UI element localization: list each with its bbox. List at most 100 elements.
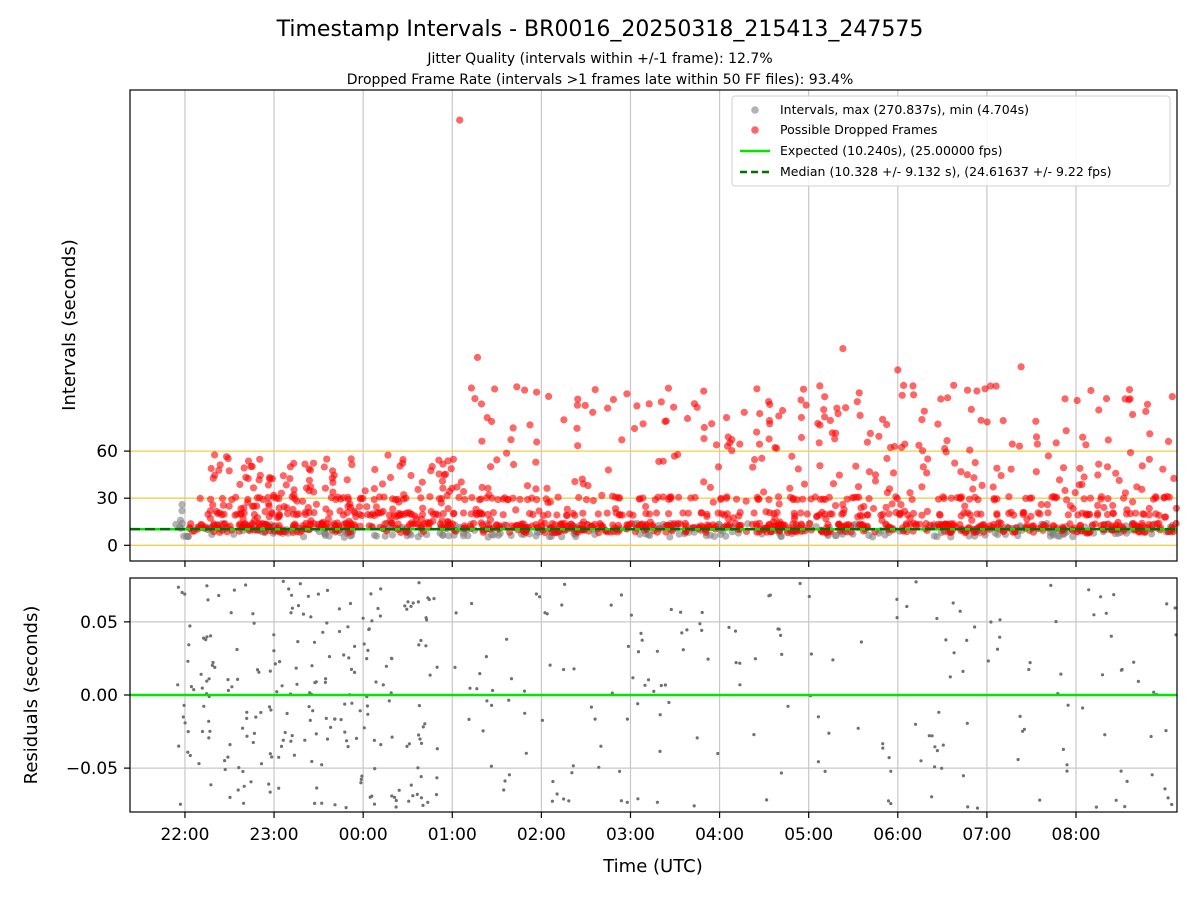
residual-point xyxy=(205,679,209,683)
residual-point xyxy=(658,713,662,717)
residual-point xyxy=(1132,660,1136,664)
dropped-frame-point xyxy=(207,464,215,473)
dropped-frame-point xyxy=(889,469,898,477)
dropped-frame-point xyxy=(1097,521,1105,530)
dropped-frame-point xyxy=(320,463,328,471)
dropped-frame-point xyxy=(425,519,433,528)
residual-point xyxy=(178,802,182,806)
dropped-frame-point xyxy=(639,420,647,428)
x-tick-label: 23:00 xyxy=(250,825,299,845)
residual-point xyxy=(376,606,380,611)
residual-point xyxy=(816,760,821,764)
residual-point xyxy=(986,659,990,663)
dropped-frame-point xyxy=(1126,395,1134,403)
residual-point xyxy=(298,582,302,586)
dropped-frame-point xyxy=(1126,449,1135,457)
dropped-frame-point xyxy=(1007,508,1015,516)
dropped-frame-point xyxy=(553,511,561,519)
residual-point xyxy=(421,725,425,729)
dropped-frame-point xyxy=(992,382,1000,390)
dropped-frame-point xyxy=(1095,460,1103,468)
residual-point xyxy=(325,588,330,593)
residual-point xyxy=(432,597,436,601)
dropped-frame-point xyxy=(898,391,906,399)
residual-point xyxy=(269,708,273,712)
dropped-frame-point xyxy=(1053,493,1061,501)
dropped-frame-point xyxy=(503,449,511,457)
dropped-frame-point xyxy=(986,522,994,530)
legend-dropped-label: Possible Dropped Frames xyxy=(780,122,937,137)
residual-point xyxy=(562,667,566,672)
dropped-frame-point xyxy=(760,488,768,496)
dropped-frame-point xyxy=(427,508,435,516)
dropped-frame-point xyxy=(797,509,805,517)
dropped-frame-point xyxy=(395,498,403,506)
residual-point xyxy=(1049,583,1053,588)
dropped-frame-point xyxy=(791,512,799,520)
dropped-frame-point xyxy=(723,442,732,450)
dropped-frame-point xyxy=(223,453,231,461)
dropped-frame-point xyxy=(551,521,559,529)
x-tick-label: 02:00 xyxy=(517,825,566,845)
residual-point xyxy=(914,580,918,584)
dropped-frame-point xyxy=(1034,509,1042,517)
residual-point xyxy=(290,734,294,738)
dropped-frame-point xyxy=(381,520,389,528)
dropped-frame-point xyxy=(370,511,379,520)
residual-point xyxy=(887,756,891,760)
residual-point xyxy=(245,716,249,721)
residual-point xyxy=(419,775,423,779)
residual-point xyxy=(337,607,341,611)
dropped-frame-point xyxy=(1005,493,1013,501)
interval-point xyxy=(321,531,329,540)
residual-point xyxy=(390,657,394,661)
dropped-frame-point xyxy=(1120,494,1128,502)
residual-point xyxy=(1123,805,1127,809)
dropped-frame-point xyxy=(892,508,900,517)
residual-point xyxy=(1022,727,1026,731)
residual-point xyxy=(362,642,366,646)
intervals-x-ticks xyxy=(184,561,1077,567)
dropped-frame-point xyxy=(1074,511,1082,519)
residual-point xyxy=(228,743,232,747)
dropped-frame-point xyxy=(512,506,520,514)
residual-point xyxy=(205,584,209,588)
residual-point xyxy=(831,658,835,662)
dropped-frame-point xyxy=(973,387,981,395)
dropped-frame-point xyxy=(471,395,479,403)
dropped-frame-point xyxy=(732,495,741,503)
residual-point xyxy=(370,619,374,623)
legend-intervals-label: Intervals, max (270.837s), min (4.704s) xyxy=(780,102,1029,117)
dropped-frame-point xyxy=(579,480,587,488)
residual-point xyxy=(353,670,357,675)
residual-point xyxy=(643,683,647,687)
dropped-frame-point xyxy=(544,498,552,507)
residual-point xyxy=(540,718,545,723)
dropped-frame-point xyxy=(731,519,740,528)
dropped-frame-point xyxy=(626,510,634,518)
dropped-frame-point xyxy=(604,404,612,412)
dropped-frame-point xyxy=(218,494,227,503)
residual-point xyxy=(296,640,300,644)
dropped-frame-point xyxy=(343,508,351,517)
dropped-frame-point xyxy=(1132,509,1140,517)
dropped-frame-point xyxy=(266,475,274,483)
residual-point xyxy=(998,618,1002,622)
residual-point xyxy=(207,736,211,740)
residual-point xyxy=(1170,802,1174,807)
dropped-frame-point xyxy=(947,494,955,502)
residual-point xyxy=(1166,796,1170,800)
residual-point xyxy=(417,733,421,737)
residual-point xyxy=(182,703,186,708)
intervals-axes-frame xyxy=(129,89,1178,562)
dropped-frame-point xyxy=(232,493,240,501)
residual-point xyxy=(346,745,350,749)
residual-point xyxy=(277,755,281,759)
dropped-frame-point xyxy=(426,493,434,501)
dropped-frame-point xyxy=(533,438,541,446)
dropped-frame-point xyxy=(906,514,914,522)
residual-point xyxy=(244,583,248,587)
residual-point xyxy=(435,665,439,669)
dropped-frame-point xyxy=(1037,500,1045,509)
residual-point xyxy=(989,620,993,624)
